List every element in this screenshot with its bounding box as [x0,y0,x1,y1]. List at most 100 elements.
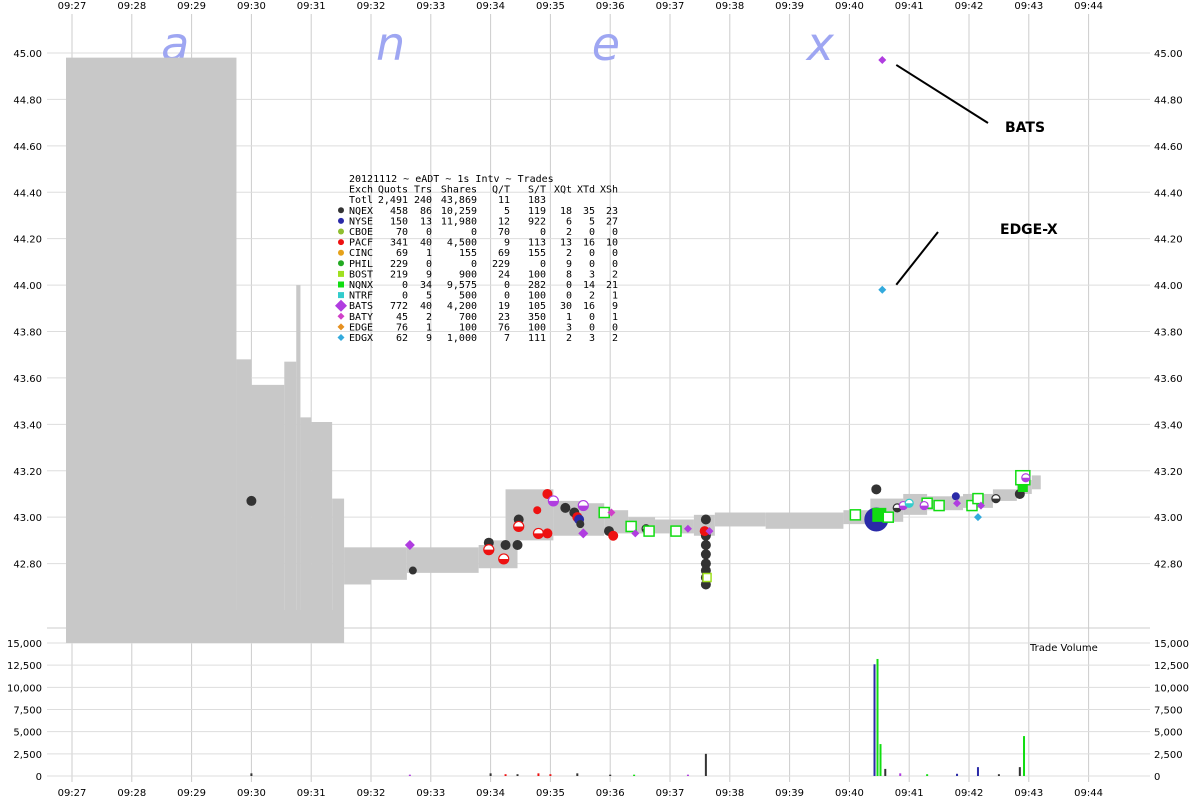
legend-row-cell: 2 [612,333,618,344]
legend-row-cell: CINC [349,248,373,259]
price-tick-label-left: 43.40 [13,420,42,431]
x-tick-label-bottom: 09:33 [416,788,445,799]
nbbo-segment [296,285,301,610]
x-tick-label-bottom: 09:27 [58,788,87,799]
volume-bar [504,774,507,776]
legend-row-cell: 100 [459,322,477,333]
legend-row-cell: 3 [589,269,595,280]
legend-marker [338,207,344,214]
volume-tick-label-right: 0 [1154,772,1160,783]
x-tick-label-bottom: 09:42 [955,788,984,799]
x-tick-label-bottom: 09:43 [1014,788,1043,799]
trade-marker-fill [513,526,524,532]
price-tick-label-right: 43.40 [1154,420,1183,431]
nbbo-segment [332,498,345,610]
legend-row-cell: 0 [402,280,408,291]
legend-row-cell: 0 [540,227,546,238]
legend-row-cell: 9 [566,259,572,270]
volume-bar [1023,736,1026,776]
legend-row-cell: 0 [589,259,595,270]
nbbo-band [66,57,1041,643]
trade-marker-fill [498,558,509,564]
price-tick-label-right: 44.40 [1154,188,1183,199]
trade-marker [560,502,571,513]
legend-row-cell: 0 [612,227,618,238]
chart-gridlines [47,14,1150,782]
x-tick-label-bottom: 09:37 [656,788,685,799]
price-tick-label-left: 43.00 [13,513,42,524]
legend-row-cell: 2 [612,269,618,280]
legend-marker [338,239,344,246]
legend-row-cell: BATS [349,301,373,312]
volume-tick-label-right: 15,000 [1154,639,1189,650]
legend-row-cell: 2 [589,291,595,302]
trade-marker-fill [920,505,929,510]
legend-row-cell: 100 [528,291,546,302]
x-tick-label-top: 09:27 [58,1,87,12]
volume-tick-label-left: 2,500 [13,750,42,761]
trade-marker [608,530,619,541]
price-tick-label-left: 44.20 [13,235,42,246]
trade-marker-fill [905,503,914,508]
legend-total-cell: 183 [528,195,546,206]
legend-row-cell: 9,575 [447,280,477,291]
legend-row-cell: 12 [498,216,510,227]
price-tick-label-right: 44.60 [1154,142,1183,153]
callouts: BATS EDGE-X [895,64,1058,286]
trade-marker [904,498,914,508]
trade-marker [953,499,962,508]
legend-row-cell: 5 [589,216,595,227]
trade-marker [699,526,710,537]
nbbo-segment [311,422,333,610]
nbbo-segment [765,512,844,529]
legend-row-cell: 229 [390,259,408,270]
volume-tick-label-left: 0 [36,772,42,783]
x-tick-label-bottom: 09:38 [715,788,744,799]
legend-row-cell: 34 [420,280,432,291]
trade-marker [878,285,887,294]
legend-row-cell: 76 [396,322,408,333]
x-tick-label-top: 09:31 [297,1,326,12]
trade-marker [498,553,510,565]
legend-row-cell: 69 [498,248,510,259]
volume-bar [489,773,492,776]
trade-marker [700,558,711,569]
legend-marker [337,334,345,341]
x-tick-label-bottom: 09:30 [237,788,266,799]
nbbo-segment [371,547,407,580]
volume-bar [633,774,636,776]
trade-marker-fill [548,500,559,506]
legend-header-cell: Quots [378,185,408,196]
trade-marker [670,525,682,537]
nbbo-segment [66,610,345,643]
trade-marker [702,572,712,583]
legend-row-cell: PHIL [349,259,373,270]
volume-tick-label-right: 5,000 [1154,728,1183,739]
price-tick-label-right: 42.80 [1154,560,1183,571]
legend-row-cell: EDGX [349,333,373,344]
nbbo-segment [1031,475,1041,490]
trade-marker [513,520,525,533]
trade-marker [625,520,637,533]
legend-row-cell: 150 [390,216,408,227]
legend-row-cell: 113 [528,238,546,249]
trade-marker [607,508,616,517]
volume-bar [873,664,876,776]
trade-marker [683,524,692,533]
legend-row-cell: 0 [566,280,572,291]
volume-axis-label: Trade Volume [1029,643,1098,654]
trade-marker [533,506,542,515]
legend-row-cell: 21 [606,280,618,291]
nbbo-segment [406,547,479,573]
legend-header-cell: XSh [600,185,618,196]
legend-header-cell: Exch [349,185,373,196]
legend-row-cell: 0 [612,248,618,259]
x-tick-label-top: 09:36 [596,1,625,12]
price-tick-label-left: 44.00 [13,281,42,292]
trade-marker [542,528,553,539]
trade-markers [246,55,1031,590]
legend-row-cell: NYSE [349,216,373,227]
trade-marker-fill [1021,477,1030,482]
x-tick-label-bottom: 09:28 [117,788,146,799]
legend-row-cell: BOST [349,269,373,280]
